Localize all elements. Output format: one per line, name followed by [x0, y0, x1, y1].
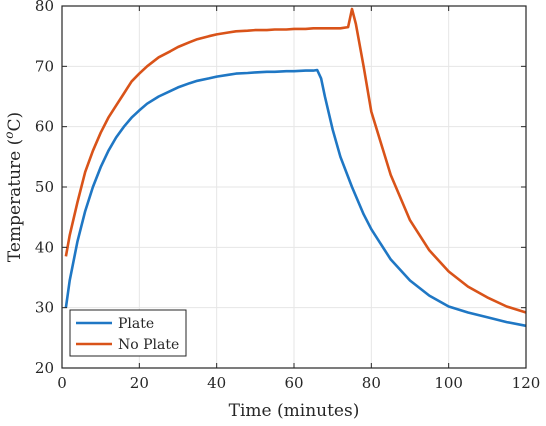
x-tick-label: 0: [57, 374, 67, 392]
y-tick-label: 40: [35, 238, 54, 256]
x-axis-label: Time (minutes): [229, 401, 360, 421]
x-tick-labels: 0 20 40 60 80 100 120: [57, 374, 540, 392]
legend-label-plate: Plate: [118, 316, 154, 332]
y-axis-label: Temperature (oC): [2, 112, 25, 262]
legend: Plate No Plate: [69, 309, 187, 357]
y-tick-labels: 20 30 40 50 60 70 80: [35, 0, 54, 377]
x-tick-label: 60: [284, 374, 303, 392]
x-tick-label: 100: [434, 374, 463, 392]
y-axis-label-unit: C): [5, 112, 25, 132]
y-tick-label: 30: [35, 299, 54, 317]
legend-label-no-plate: No Plate: [118, 337, 179, 353]
x-tick-label: 20: [130, 374, 149, 392]
y-axis-label-main: Temperature (: [5, 139, 25, 262]
x-tick-label: 80: [362, 374, 381, 392]
series-layer: [64, 7, 527, 328]
y-tick-label: 20: [35, 359, 54, 377]
y-tick-label: 70: [35, 57, 54, 75]
x-tick-label: 120: [512, 374, 541, 392]
series-line-plate: [64, 68, 527, 328]
y-tick-label: 80: [35, 0, 54, 15]
legend-box: [69, 309, 187, 357]
x-tick-label: 40: [207, 374, 226, 392]
tick-marks: [61, 5, 527, 369]
y-tick-label: 60: [35, 118, 54, 136]
y-axis-label-superscript: o: [2, 131, 16, 138]
y-tick-label: 50: [35, 178, 54, 196]
series-line-no-plate: [64, 7, 527, 314]
